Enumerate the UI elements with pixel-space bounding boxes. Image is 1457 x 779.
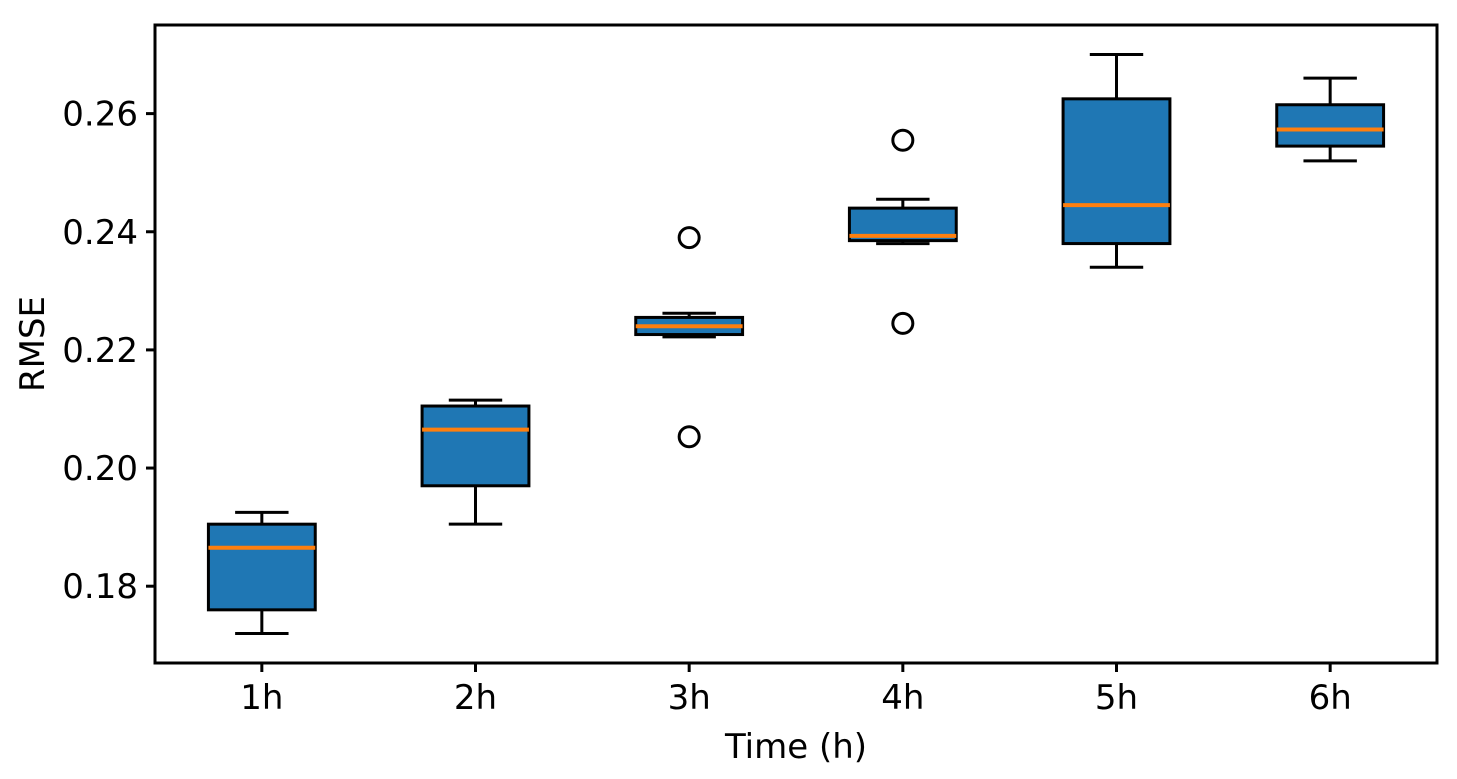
y-tick-label: 0.24 [62, 213, 138, 253]
x-tick-label: 3h [668, 678, 711, 718]
plot-frame [153, 23, 1439, 665]
y-tick-label: 0.22 [62, 331, 138, 371]
x-tick-label: 1h [240, 678, 283, 718]
box-6h [1275, 103, 1386, 148]
x-tick-label: 2h [454, 678, 497, 718]
x-tick-label: 6h [1309, 678, 1352, 718]
box-1h [206, 522, 317, 612]
x-tick-label: 4h [881, 678, 924, 718]
box-2h [420, 404, 531, 488]
outlier-3h [677, 226, 701, 250]
box-5h [1061, 97, 1172, 246]
x-axis-title: Time (h) [724, 727, 868, 767]
x-tick-label: 5h [1095, 678, 1138, 718]
y-tick-label: 0.26 [62, 95, 138, 135]
y-axis-title: RMSE [13, 295, 53, 393]
outlier-4h [891, 311, 915, 335]
y-tick-label: 0.18 [62, 567, 138, 607]
outlier-3h [677, 425, 701, 449]
y-tick-label: 0.20 [62, 449, 138, 489]
outlier-4h [891, 128, 915, 152]
